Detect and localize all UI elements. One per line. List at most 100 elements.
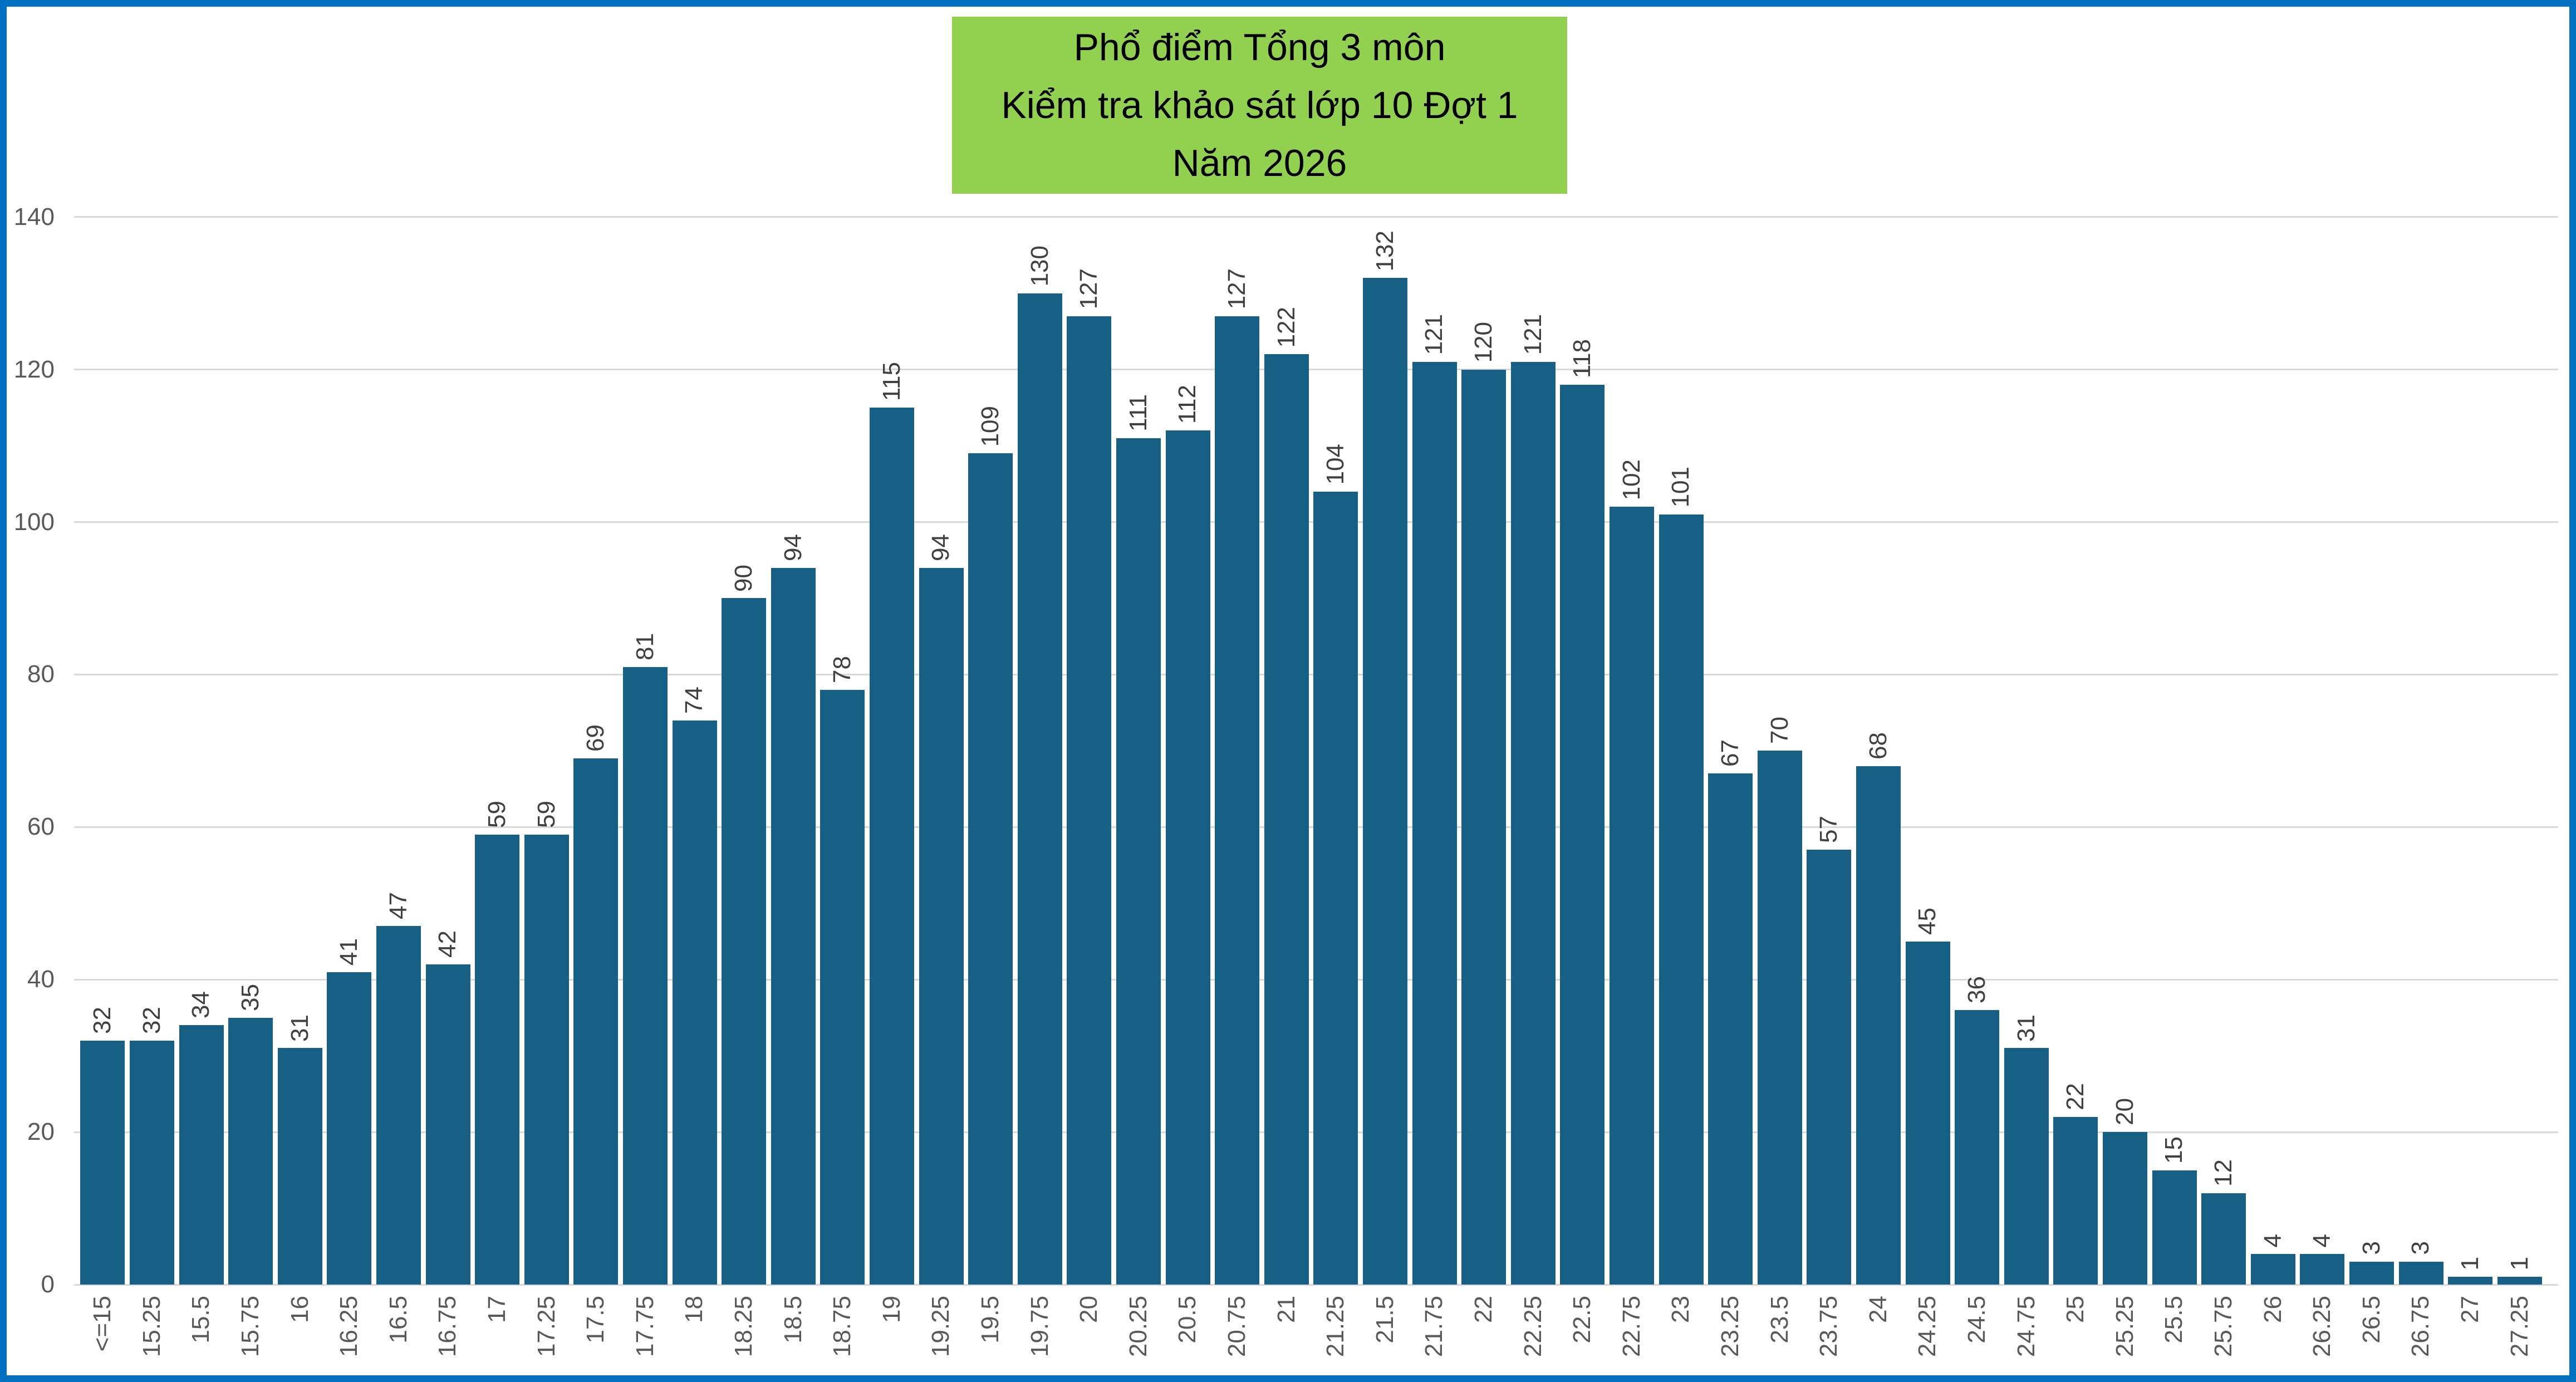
y-tick-label: 140 [13,203,55,231]
x-tick-label-wrap: 16.25 [325,1296,374,1357]
bar [968,453,1013,1285]
x-tick-label-wrap: 27.25 [2495,1296,2544,1357]
x-tick-label-wrap: 15.25 [127,1296,177,1357]
bar-value-label-wrap: 3 [2396,1241,2446,1254]
x-tick-label-wrap: 21.25 [1311,1296,1361,1357]
x-tick-label-wrap: 25 [2051,1296,2101,1323]
chart-title-line-3: Năm 2026 [1172,142,1347,184]
x-tick-label: 16.75 [434,1296,462,1358]
bar [1017,293,1062,1285]
bar [1067,316,1112,1285]
x-tick-label: 26 [2259,1296,2286,1323]
bar-value-label-wrap: 36 [1952,976,2002,1003]
bar-value-label: 1 [2456,1256,2484,1271]
x-tick-label-wrap: 25.75 [2199,1296,2249,1357]
x-tick-label: 15.75 [237,1296,264,1358]
x-tick-label-wrap: 19.75 [1015,1296,1064,1357]
bar-value-label: 42 [434,930,462,958]
x-tick-label: 26.75 [2407,1296,2435,1358]
bar [1412,361,1457,1285]
bar-value-label: 20 [2111,1098,2138,1126]
bar-value-label-wrap: 101 [1656,467,1706,507]
x-tick-label: 18.25 [730,1296,758,1358]
bar-value-label-wrap: 90 [719,565,769,592]
bar-value-label-wrap: 132 [1361,231,1410,271]
bar-value-label: 121 [1519,314,1547,355]
x-tick-label-wrap: 22.5 [1558,1296,1607,1344]
x-tick-label: 20 [1075,1296,1103,1323]
bar-value-label: 69 [582,724,610,752]
bar-value-label: 67 [1716,739,1744,767]
bar [869,408,914,1285]
x-tick-label-wrap: 24.5 [1952,1296,2002,1344]
bar-value-label: 36 [1963,976,1991,1003]
bar-value-label-wrap: 45 [1903,908,1952,935]
y-tick-label: 60 [27,813,55,841]
bar [2201,1193,2246,1285]
bar-value-label-wrap: 15 [2150,1136,2199,1164]
bar-value-label: 120 [1470,322,1498,363]
bar-value-label: 3 [2357,1241,2385,1255]
bar-value-label-wrap: 130 [1015,246,1064,286]
bar-value-label: 94 [779,533,807,561]
x-tick-label: 25.25 [2111,1296,2138,1358]
bar-value-label-wrap: 4 [2298,1234,2347,1247]
x-tick-label-wrap: 21 [1262,1296,1311,1323]
bar [425,964,470,1285]
bar [1609,507,1654,1285]
x-tick-label-wrap: 17.75 [621,1296,670,1357]
bar-value-label: 45 [1913,907,1941,935]
bar-value-label-wrap: 32 [127,1007,177,1034]
bar [919,567,964,1285]
bar-value-label: 1 [2505,1256,2533,1271]
x-tick-label: 18 [680,1296,708,1323]
bar-value-label-wrap: 102 [1607,459,1657,500]
bar-value-label-wrap: 70 [1755,717,1804,744]
x-tick-label-wrap: 26.5 [2347,1296,2397,1344]
bar [2152,1170,2197,1285]
bar-value-label-wrap: 20 [2101,1098,2150,1125]
bar-value-label: 59 [532,801,560,828]
bar-value-label: 3 [2407,1241,2435,1255]
bar [2102,1132,2147,1285]
bar-value-label-wrap: 121 [1410,314,1459,355]
y-tick-label: 0 [41,1271,55,1298]
bar [1116,438,1161,1285]
x-tick-label-wrap: 19.5 [966,1296,1015,1344]
bar [2398,1261,2443,1285]
y-tick-label: 100 [13,508,55,536]
x-tick-label: 15.5 [187,1296,215,1344]
x-tick-label-wrap: 25.25 [2101,1296,2150,1357]
x-tick-label: 17.25 [532,1296,560,1358]
bar [573,758,619,1285]
bar [622,667,668,1285]
bar-value-label-wrap: 47 [374,892,424,919]
x-tick-label: 22 [1470,1296,1498,1323]
x-tick-label: 27 [2456,1296,2484,1323]
x-tick-label-wrap: 24 [1854,1296,1903,1323]
bar-value-label: 47 [384,892,412,920]
x-tick-label: 17.5 [582,1296,610,1344]
x-tick-label: 18.75 [828,1296,856,1358]
bar-value-label-wrap: 1 [2446,1257,2495,1270]
x-tick-label-wrap: 26 [2248,1296,2298,1323]
x-tick-label-wrap: 20.25 [1114,1296,1164,1357]
bar [80,1040,125,1285]
bar [1757,751,1802,1285]
x-tick-label-wrap: 23 [1656,1296,1706,1323]
bar-value-label-wrap: 81 [621,633,670,660]
bar [1461,369,1507,1285]
x-tick-label-wrap: 21.75 [1410,1296,1459,1357]
bar [277,1048,322,1285]
x-tick-label: 15.25 [138,1296,165,1358]
x-tick-label-wrap: 24.25 [1903,1296,1952,1357]
bar-value-label-wrap: 111 [1114,394,1164,432]
bar-value-label: 31 [2012,1014,2040,1042]
bar-value-label-wrap: 42 [423,930,473,958]
bar-value-label: 68 [1864,732,1892,759]
y-tick-label: 80 [27,660,55,688]
bar-value-label-wrap: 59 [522,801,571,828]
x-tick-label-wrap: 17.5 [571,1296,621,1344]
bar [1955,1009,2000,1285]
x-tick-label-wrap: 18.5 [768,1296,818,1344]
